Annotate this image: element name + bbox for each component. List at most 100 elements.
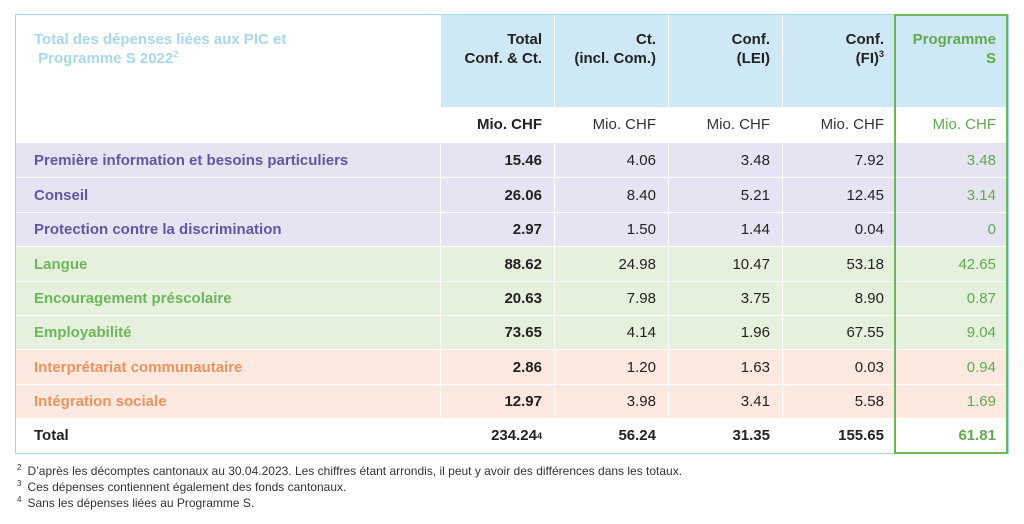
value-programme-s: 3.48 bbox=[896, 143, 1008, 177]
row-label: Conseil bbox=[16, 178, 440, 212]
value-conf-lei: 1.63 bbox=[668, 350, 782, 384]
value-total: 20.63 bbox=[440, 282, 554, 315]
value-programme-s: 0.87 bbox=[896, 282, 1008, 315]
column-header-footnote: 3 bbox=[878, 49, 884, 59]
value-conf-lei: 3.75 bbox=[668, 282, 782, 315]
footnotes: 2 D’après les décomptes cantonaux au 30.0… bbox=[17, 463, 682, 511]
row-label: Encouragement préscolaire bbox=[16, 282, 440, 315]
value-ct: 4.14 bbox=[554, 316, 668, 349]
table-header-row: Total des dépenses liées aux PIC et Prog… bbox=[16, 15, 1008, 107]
total-row: Total 234.24 4 56.24 31.35 155.65 61.81 bbox=[16, 418, 1008, 453]
footnote-marker: 3 bbox=[17, 479, 22, 488]
value-programme-s: 42.65 bbox=[896, 247, 1008, 281]
table-row: Conseil 26.06 8.40 5.21 12.45 3.14 bbox=[16, 177, 1008, 212]
column-header-line1: Conf. bbox=[731, 31, 770, 48]
units-row-empty bbox=[16, 107, 440, 142]
row-label: Première information et besoins particul… bbox=[16, 143, 440, 177]
column-header-line2: Conf. & Ct. bbox=[464, 50, 542, 67]
unit-label: Mio. CHF bbox=[554, 107, 668, 142]
total-value-ct: 56.24 bbox=[554, 418, 668, 453]
table-row: Langue 88.62 24.98 10.47 53.18 42.65 bbox=[16, 246, 1008, 281]
value-conf-fi: 67.55 bbox=[782, 316, 896, 349]
column-header-line1: Conf. bbox=[845, 31, 884, 48]
table-row: Employabilité 73.65 4.14 1.96 67.55 9.04 bbox=[16, 315, 1008, 349]
footnote-text: Ces dépenses contiennent également des f… bbox=[27, 480, 347, 494]
total-value-conf-fi: 155.65 bbox=[782, 418, 896, 453]
footnote-marker: 2 bbox=[17, 463, 22, 472]
total-value-total: 234.24 4 bbox=[440, 418, 554, 453]
value-conf-lei: 1.96 bbox=[668, 316, 782, 349]
table-title-line2: Programme S 2022 bbox=[38, 50, 174, 67]
value-conf-fi: 8.90 bbox=[782, 282, 896, 315]
table-row: Encouragement préscolaire 20.63 7.98 3.7… bbox=[16, 281, 1008, 315]
value-programme-s: 1.69 bbox=[896, 385, 1008, 418]
value-total: 12.97 bbox=[440, 385, 554, 418]
value-ct: 7.98 bbox=[554, 282, 668, 315]
value-total: 73.65 bbox=[440, 316, 554, 349]
value-ct: 8.40 bbox=[554, 178, 668, 212]
table-row: Interprétariat communautaire 2.86 1.20 1… bbox=[16, 349, 1008, 384]
value-conf-lei: 10.47 bbox=[668, 247, 782, 281]
value-programme-s: 0.94 bbox=[896, 350, 1008, 384]
column-header-line1: Total bbox=[507, 31, 542, 48]
value-conf-fi: 53.18 bbox=[782, 247, 896, 281]
table-title-line1: Total des dépenses liées aux PIC et bbox=[34, 31, 287, 48]
value-programme-s: 3.14 bbox=[896, 178, 1008, 212]
value-total: 26.06 bbox=[440, 178, 554, 212]
unit-label: Mio. CHF bbox=[782, 107, 896, 142]
table-row: Protection contre la discrimination 2.97… bbox=[16, 212, 1008, 246]
total-value-programme-s: 61.81 bbox=[896, 418, 1008, 453]
column-header-total: Total Conf. & Ct. bbox=[440, 15, 554, 107]
row-label: Interprétariat communautaire bbox=[16, 350, 440, 384]
unit-label: Mio. CHF bbox=[440, 107, 554, 142]
row-label: Employabilité bbox=[16, 316, 440, 349]
column-header-line2: (LEI) bbox=[736, 50, 770, 67]
value-ct: 1.50 bbox=[554, 213, 668, 246]
value-programme-s: 9.04 bbox=[896, 316, 1008, 349]
row-label: Langue bbox=[16, 247, 440, 281]
column-header-line2: (FI) bbox=[855, 50, 879, 67]
unit-label: Mio. CHF bbox=[668, 107, 782, 142]
footnote: 3 Ces dépenses contiennent également des … bbox=[17, 479, 682, 495]
value-total: 2.86 bbox=[440, 350, 554, 384]
value-total: 15.46 bbox=[440, 143, 554, 177]
table-row: Première information et besoins particul… bbox=[16, 142, 1008, 177]
value-conf-fi: 12.45 bbox=[782, 178, 896, 212]
value-ct: 3.98 bbox=[554, 385, 668, 418]
column-header-programme-s: Programme S bbox=[896, 15, 1008, 107]
value-conf-fi: 5.58 bbox=[782, 385, 896, 418]
footnote: 2 D’après les décomptes cantonaux au 30.0… bbox=[17, 463, 682, 479]
column-header-conf-fi: Conf. (FI)3 bbox=[782, 15, 896, 107]
table-title-footnote: 2 bbox=[173, 49, 179, 59]
value-ct: 4.06 bbox=[554, 143, 668, 177]
footnote-marker: 4 bbox=[17, 495, 22, 504]
column-header-conf-lei: Conf. (LEI) bbox=[668, 15, 782, 107]
column-header-line1: Programme bbox=[912, 31, 996, 48]
value-programme-s: 0 bbox=[896, 213, 1008, 246]
row-label: Protection contre la discrimination bbox=[16, 213, 440, 246]
footnote-text: Sans les dépenses liées au Programme S. bbox=[27, 496, 255, 510]
total-value-conf-lei: 31.35 bbox=[668, 418, 782, 453]
column-header-line2: (incl. Com.) bbox=[574, 50, 656, 67]
value-total: 88.62 bbox=[440, 247, 554, 281]
value-conf-fi: 0.04 bbox=[782, 213, 896, 246]
row-label: Intégration sociale bbox=[16, 385, 440, 418]
footnote: 4 Sans les dépenses liées au Programme S. bbox=[17, 495, 682, 511]
value-conf-fi: 0.03 bbox=[782, 350, 896, 384]
column-header-ct: Ct. (incl. Com.) bbox=[554, 15, 668, 107]
footnote-text: D’après les décomptes cantonaux au 30.04… bbox=[27, 464, 683, 478]
table-frame bbox=[15, 14, 1009, 454]
value-conf-lei: 5.21 bbox=[668, 178, 782, 212]
column-header-line2: S bbox=[985, 50, 996, 67]
table-row: Intégration sociale 12.97 3.98 3.41 5.58… bbox=[16, 384, 1008, 418]
table-title: Total des dépenses liées aux PIC et Prog… bbox=[16, 15, 440, 107]
unit-label: Mio. CHF bbox=[896, 107, 1008, 142]
value-ct: 1.20 bbox=[554, 350, 668, 384]
units-row: Mio. CHF Mio. CHF Mio. CHF Mio. CHF Mio.… bbox=[16, 107, 1008, 142]
value-conf-lei: 1.44 bbox=[668, 213, 782, 246]
value-conf-fi: 7.92 bbox=[782, 143, 896, 177]
column-header-line1: Ct. bbox=[636, 31, 656, 48]
total-value-number: 234.24 bbox=[491, 427, 537, 444]
value-ct: 24.98 bbox=[554, 247, 668, 281]
value-total: 2.97 bbox=[440, 213, 554, 246]
